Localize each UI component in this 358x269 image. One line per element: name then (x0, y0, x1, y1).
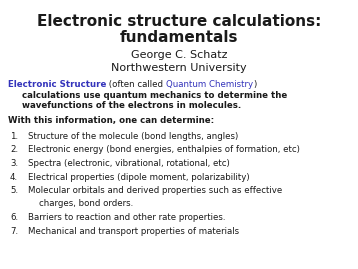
Text: 3.: 3. (10, 159, 18, 168)
Text: Spectra (electronic, vibrational, rotational, etc): Spectra (electronic, vibrational, rotati… (28, 159, 230, 168)
Text: Mechanical and transport properties of materials: Mechanical and transport properties of m… (28, 226, 239, 235)
Text: Molecular orbitals and derived properties such as effective: Molecular orbitals and derived propertie… (28, 186, 282, 195)
Text: Electrical properties (dipole moment, polarizability): Electrical properties (dipole moment, po… (28, 172, 250, 182)
Text: 2.: 2. (10, 146, 18, 154)
Text: Northwestern University: Northwestern University (111, 63, 247, 73)
Text: Barriers to reaction and other rate properties.: Barriers to reaction and other rate prop… (28, 213, 226, 222)
Text: (often called: (often called (106, 80, 166, 89)
Text: Electronic Structure: Electronic Structure (8, 80, 106, 89)
Text: Quantum Chemistry: Quantum Chemistry (166, 80, 253, 89)
Text: With this information, one can determine:: With this information, one can determine… (8, 116, 214, 125)
Text: 6.: 6. (10, 213, 18, 222)
Text: Electronic structure calculations:: Electronic structure calculations: (37, 14, 321, 29)
Text: ): ) (253, 80, 256, 89)
Text: Structure of the molecule (bond lengths, angles): Structure of the molecule (bond lengths,… (28, 132, 238, 141)
Text: wavefunctions of the electrons in molecules.: wavefunctions of the electrons in molecu… (22, 101, 241, 110)
Text: George C. Schatz: George C. Schatz (131, 50, 227, 60)
Text: calculations use quantum mechanics to determine the: calculations use quantum mechanics to de… (22, 91, 287, 100)
Text: 4.: 4. (10, 172, 18, 182)
Text: 1.: 1. (10, 132, 18, 141)
Text: fundamentals: fundamentals (120, 30, 238, 45)
Text: charges, bond orders.: charges, bond orders. (28, 200, 133, 208)
Text: Electronic energy (bond energies, enthalpies of formation, etc): Electronic energy (bond energies, enthal… (28, 146, 300, 154)
Text: 7.: 7. (10, 226, 18, 235)
Text: 5.: 5. (10, 186, 18, 195)
